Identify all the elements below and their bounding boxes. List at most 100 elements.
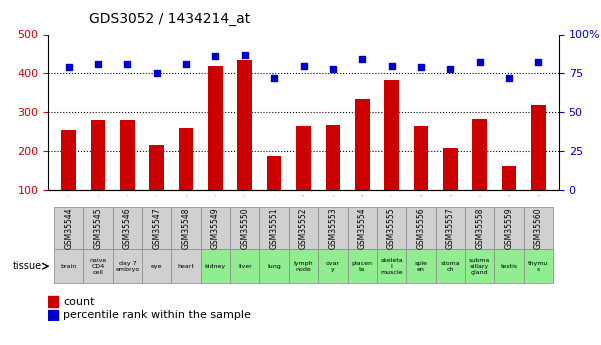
Point — [299, 63, 308, 68]
Text: GSM35552: GSM35552 — [299, 207, 308, 249]
Bar — [91, 120, 105, 228]
Bar — [150, 145, 164, 228]
Text: GSM35555: GSM35555 — [387, 207, 396, 249]
Text: stoma
ch: stoma ch — [441, 261, 460, 272]
Bar — [267, 156, 281, 228]
Text: lymph
node: lymph node — [294, 261, 313, 272]
Bar — [326, 125, 340, 228]
FancyBboxPatch shape — [260, 249, 289, 283]
Point — [210, 53, 220, 59]
Text: GSM35551: GSM35551 — [270, 207, 279, 249]
FancyBboxPatch shape — [406, 249, 436, 283]
FancyBboxPatch shape — [201, 207, 230, 249]
FancyBboxPatch shape — [142, 207, 171, 249]
Bar — [48, 296, 58, 307]
Text: GSM35545: GSM35545 — [94, 207, 103, 249]
Text: GSM35557: GSM35557 — [446, 207, 455, 249]
Text: kidney: kidney — [205, 264, 226, 269]
Text: GSM35544: GSM35544 — [64, 207, 73, 249]
Text: percentile rank within the sample: percentile rank within the sample — [64, 310, 251, 320]
Text: GSM35559: GSM35559 — [504, 207, 513, 249]
FancyBboxPatch shape — [230, 207, 260, 249]
Text: GSM35550: GSM35550 — [240, 207, 249, 249]
Point — [240, 52, 249, 57]
Bar — [208, 66, 223, 228]
Text: lung: lung — [267, 264, 281, 269]
Text: liver: liver — [238, 264, 252, 269]
Text: day 7
embryо: day 7 embryо — [115, 261, 139, 272]
Bar — [120, 120, 135, 228]
Text: brain: brain — [61, 264, 77, 269]
FancyBboxPatch shape — [465, 249, 495, 283]
Text: GSM35553: GSM35553 — [328, 207, 337, 249]
Text: tissue: tissue — [13, 261, 42, 271]
Point — [475, 60, 484, 65]
FancyBboxPatch shape — [347, 249, 377, 283]
FancyBboxPatch shape — [377, 207, 406, 249]
FancyBboxPatch shape — [54, 249, 84, 283]
FancyBboxPatch shape — [406, 207, 436, 249]
FancyBboxPatch shape — [465, 207, 495, 249]
FancyBboxPatch shape — [436, 249, 465, 283]
Point — [182, 61, 191, 67]
FancyBboxPatch shape — [523, 207, 553, 249]
Point — [152, 71, 162, 76]
Bar — [472, 119, 487, 228]
Text: count: count — [64, 297, 95, 306]
FancyBboxPatch shape — [289, 249, 318, 283]
Text: ovar
y: ovar y — [326, 261, 340, 272]
Text: placen
ta: placen ta — [352, 261, 373, 272]
Point — [445, 66, 455, 71]
Point — [328, 66, 338, 71]
FancyBboxPatch shape — [523, 249, 553, 283]
Point — [387, 63, 397, 68]
FancyBboxPatch shape — [230, 249, 260, 283]
FancyBboxPatch shape — [495, 249, 523, 283]
Text: eye: eye — [151, 264, 162, 269]
Bar — [531, 105, 546, 228]
Text: heart: heart — [178, 264, 195, 269]
FancyBboxPatch shape — [171, 207, 201, 249]
FancyBboxPatch shape — [347, 207, 377, 249]
FancyBboxPatch shape — [54, 207, 84, 249]
Point — [269, 75, 279, 81]
FancyBboxPatch shape — [171, 249, 201, 283]
Bar — [413, 126, 429, 228]
Text: GSM35549: GSM35549 — [211, 207, 220, 249]
FancyBboxPatch shape — [318, 207, 347, 249]
Bar — [502, 167, 516, 228]
Bar — [237, 60, 252, 228]
Text: GSM35547: GSM35547 — [152, 207, 161, 249]
Text: thymu
s: thymu s — [528, 261, 549, 272]
Text: GDS3052 / 1434214_at: GDS3052 / 1434214_at — [89, 12, 250, 26]
FancyBboxPatch shape — [84, 207, 112, 249]
Bar — [355, 99, 370, 228]
Text: GSM35554: GSM35554 — [358, 207, 367, 249]
Point — [358, 57, 367, 62]
Point — [64, 64, 73, 70]
Text: naive
CD4
cell: naive CD4 cell — [90, 258, 106, 275]
Point — [504, 75, 514, 81]
Text: GSM35560: GSM35560 — [534, 207, 543, 249]
Point — [534, 60, 543, 65]
Bar — [48, 310, 58, 321]
FancyBboxPatch shape — [318, 249, 347, 283]
Text: GSM35556: GSM35556 — [416, 207, 426, 249]
Point — [416, 64, 426, 70]
FancyBboxPatch shape — [289, 207, 318, 249]
Point — [93, 61, 103, 67]
Bar — [443, 148, 457, 228]
FancyBboxPatch shape — [495, 207, 523, 249]
Text: GSM35546: GSM35546 — [123, 207, 132, 249]
FancyBboxPatch shape — [260, 207, 289, 249]
Text: GSM35558: GSM35558 — [475, 207, 484, 249]
Bar — [178, 128, 194, 228]
Text: sple
en: sple en — [415, 261, 427, 272]
FancyBboxPatch shape — [201, 249, 230, 283]
FancyBboxPatch shape — [436, 207, 465, 249]
FancyBboxPatch shape — [112, 249, 142, 283]
FancyBboxPatch shape — [84, 249, 112, 283]
Bar — [61, 130, 76, 228]
FancyBboxPatch shape — [142, 249, 171, 283]
Text: subma
xillary
gland: subma xillary gland — [469, 258, 490, 275]
